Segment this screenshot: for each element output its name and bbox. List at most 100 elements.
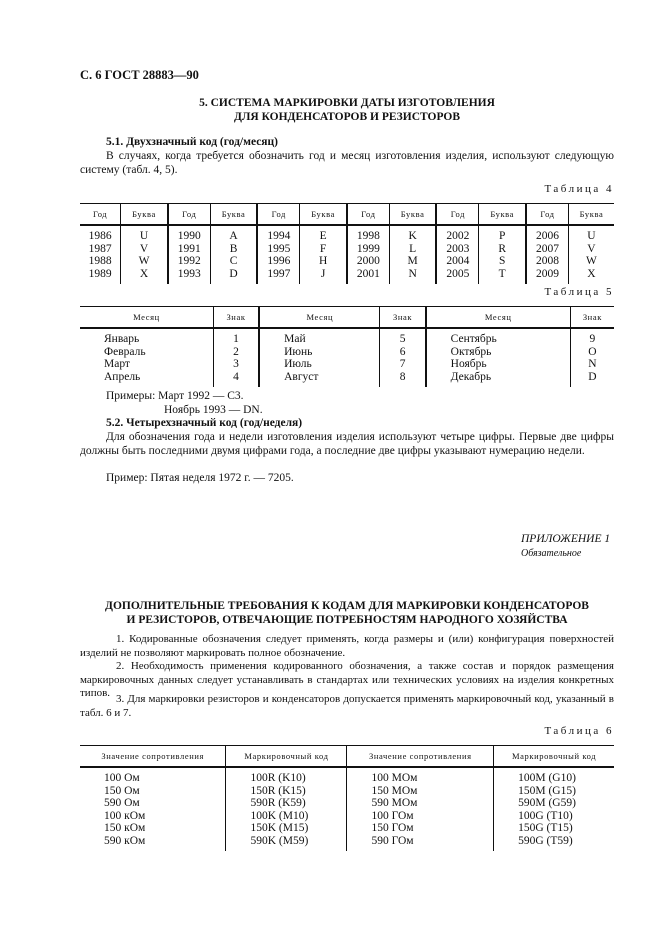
table-cell: 150 ГОм (346, 822, 495, 835)
table-cell: 1997 (257, 267, 301, 284)
section-title: 5. СИСТЕМА МАРКИРОВКИ ДАТЫ ИЗГОТОВЛЕНИЯ Д… (80, 96, 614, 124)
table-row: Апрель 4 Август 8 Декабрь D (80, 370, 614, 387)
table5-label: Таблица 5 (544, 286, 614, 298)
table-cell: 2007 (526, 242, 569, 255)
column-header: Месяц (80, 306, 214, 329)
table-cell: 100 Ом (80, 767, 227, 785)
table-cell: Март (80, 358, 214, 371)
table6-label: Таблица 6 (544, 725, 614, 737)
table-cell: 2009 (526, 267, 569, 284)
table-cell: 100G (T10) (518, 809, 573, 822)
table-row: 150 Ом 150R (K15) 150 МОм 150M (G15) (80, 784, 614, 797)
column-header: Месяц (259, 306, 381, 329)
table-cell: O (588, 345, 597, 358)
table-cell: W (120, 255, 169, 268)
table-cell: X (120, 267, 169, 284)
table-cell: 5 (379, 328, 427, 346)
column-header: Буква (210, 203, 259, 226)
table-cell: R (478, 242, 528, 255)
column-header: Год (346, 203, 390, 226)
column-header: Буква (478, 203, 528, 226)
table-cell: 1 (213, 328, 261, 346)
column-header: Год (257, 203, 301, 226)
subsection-5-2-text: Для обозначения года и недели изготовлен… (80, 431, 614, 457)
table-cell: J (299, 267, 348, 284)
examples-line2: Ноябрь 1993 — DN. (164, 404, 263, 416)
table-row: 100 кОм 100K (M10) 100 ГОм 100G (T10) (80, 809, 614, 822)
table-cell: Октябрь (425, 345, 571, 358)
column-header: Значение сопротивления (80, 745, 227, 768)
table-cell: 1986 (80, 225, 122, 243)
column-header: Буква (389, 203, 438, 226)
table-cell: U (587, 230, 596, 242)
table-cell: P (478, 225, 528, 243)
table-cell: 590K (M59) (225, 834, 348, 851)
table-cell: E (299, 225, 348, 243)
table-cell: Январь (80, 328, 214, 346)
table-cell: Декабрь (425, 370, 571, 387)
subsection-5-1-heading: 5.1. Двухзначный код (год/месяц) (106, 136, 278, 148)
column-header: Знак (213, 306, 261, 329)
table-row: 100 Ом 100R (K10) 100 МОм 100M (G10) (80, 767, 614, 785)
table-cell: 1992 (167, 255, 211, 268)
table-5: Месяц Знак Месяц Знак Месяц Знак Январь 1 Май 5 Се… (80, 306, 614, 387)
table-cell: 2 (213, 345, 261, 358)
table-cell: Май (259, 328, 381, 346)
table-row: 1989 X 1993 D 1997 J 2001 N 2005 T 2009 X (80, 267, 614, 284)
column-header: Маркировочный код (225, 745, 348, 768)
table-cell: 7 (379, 358, 427, 371)
table-cell: H (299, 255, 348, 268)
appendix-title: ДОПОЛНИТЕЛЬНЫЕ ТРЕБОВАНИЯ К КОДАМ ДЛЯ МА… (80, 599, 614, 627)
table-row: 590 Ом 590R (K59) 590 МОм 590M (G59) (80, 797, 614, 810)
column-header: Буква (568, 203, 614, 226)
table-cell: 2001 (346, 267, 390, 284)
table-cell: T (478, 267, 528, 284)
column-header: Буква (299, 203, 348, 226)
table-row: Январь 1 Май 5 Сентябрь 9 (80, 328, 614, 346)
table-cell: 1996 (257, 255, 301, 268)
table-cell: Июнь (259, 345, 381, 358)
table-cell: S (478, 255, 528, 268)
table-cell: Август (259, 370, 381, 387)
table-cell: 150R (K15) (225, 784, 348, 797)
table-cell: Июль (259, 358, 381, 371)
table-cell: 150 кОм (80, 822, 227, 835)
table-cell: Февраль (80, 345, 214, 358)
table-cell: 1990 (167, 225, 211, 243)
column-header: Маркировочный код (493, 745, 614, 768)
table-cell: 590 кОм (80, 834, 227, 851)
table-row: 1986 U 1990 A 1994 E 1998 K 2002 P 2006 U (80, 225, 614, 243)
column-header: Знак (570, 306, 614, 329)
table-cell: D (588, 370, 597, 383)
table-6: Значение сопротивления Маркировочный код З… (80, 745, 614, 851)
column-header: Месяц (425, 306, 571, 329)
table-cell: 590 МОм (346, 797, 495, 810)
subsection-5-2-heading: 5.2. Четырехзначный код (год/неделя) (106, 417, 303, 429)
table-cell: N (588, 358, 597, 370)
table-cell: M (389, 255, 438, 268)
table-cell: 100R (K10) (225, 767, 348, 785)
table-cell: 150G (T15) (518, 822, 573, 834)
table-cell: 150 Ом (80, 784, 227, 797)
table-row: Февраль 2 Июнь 6 Октябрь O (80, 345, 614, 358)
table-cell: 1991 (167, 242, 211, 255)
table-cell: 150 МОм (346, 784, 495, 797)
column-header: Буква (120, 203, 169, 226)
table-cell: V (120, 242, 169, 255)
table-cell: V (587, 242, 596, 255)
table-cell: 590 Ом (80, 797, 227, 810)
appendix-title-line2: И РЕЗИСТОРОВ, ОТВЕЧАЮЩИЕ ПОТРЕБНОСТЯМ НА… (126, 614, 568, 626)
table-cell: 150K (M15) (225, 822, 348, 835)
table-cell: 2006 (526, 225, 569, 243)
table-cell: 2000 (346, 255, 390, 268)
table-cell: C (210, 255, 259, 268)
table-cell: 2002 (436, 225, 480, 243)
table-4: Год Буква Год Буква Год Буква Год Буква Год Буква… (80, 203, 614, 284)
table-cell: A (210, 225, 259, 243)
subsection-5-1-text: В случаях, когда требуется обозначить го… (80, 150, 614, 176)
table-cell: 1999 (346, 242, 390, 255)
table-cell: B (210, 242, 259, 255)
table-cell: 3 (213, 358, 261, 371)
appendix-paragraph-1: 1. Кодированные обозначения следует прим… (80, 633, 614, 659)
